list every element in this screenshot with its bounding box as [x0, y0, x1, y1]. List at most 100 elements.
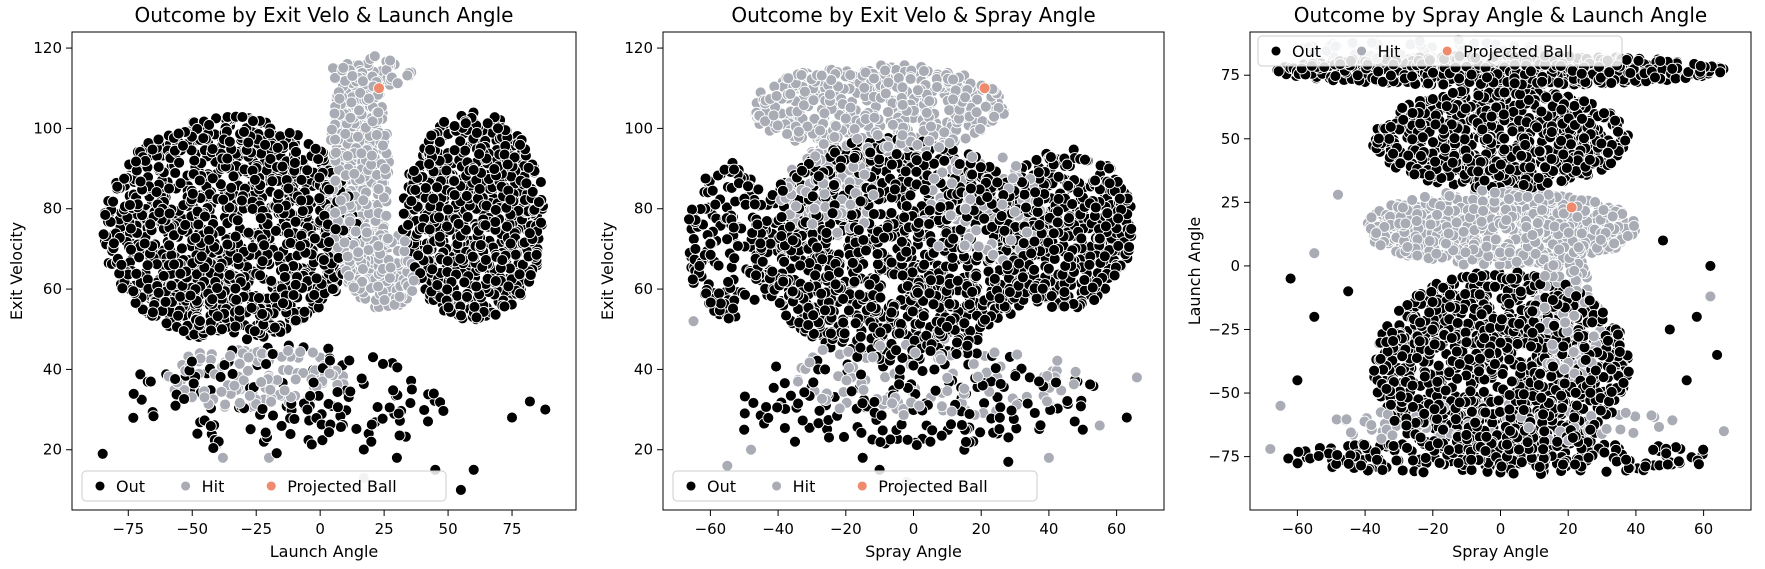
out-point	[993, 423, 1006, 436]
out-point	[322, 342, 335, 355]
out-point	[935, 429, 948, 442]
out-point	[150, 186, 163, 199]
out-point	[245, 301, 258, 314]
out-point	[193, 174, 206, 187]
out-point	[441, 220, 453, 233]
hit-point	[996, 151, 1009, 164]
out-point	[160, 317, 173, 330]
out-point	[387, 384, 400, 397]
projected-ball-point	[373, 82, 385, 95]
hit-point	[344, 111, 357, 124]
out-point	[238, 125, 250, 138]
hit-point	[406, 284, 419, 297]
out-point	[427, 192, 440, 205]
out-point	[254, 269, 267, 282]
out-point	[175, 242, 188, 255]
out-point	[191, 427, 204, 440]
out-point	[172, 309, 185, 322]
out-point	[188, 154, 201, 167]
out-point	[504, 237, 517, 250]
out-point	[448, 120, 461, 133]
hit-point	[356, 75, 369, 88]
out-point	[144, 375, 157, 388]
x-tick-label: −25	[240, 520, 272, 538]
y-tick-label: 100	[33, 119, 62, 137]
out-point	[313, 192, 326, 205]
out-point	[442, 203, 455, 216]
x-axis-label: Spray Angle	[865, 542, 962, 561]
out-point	[317, 254, 330, 267]
out-point	[409, 183, 422, 196]
out-point	[513, 268, 526, 281]
legend-box	[81, 470, 447, 502]
hit-point	[228, 379, 241, 392]
out-point	[307, 376, 320, 389]
out-point	[177, 139, 189, 152]
x-tick-label: 60	[1107, 520, 1126, 538]
hit-point	[391, 77, 404, 90]
y-tick-label: 40	[634, 360, 653, 378]
out-point	[221, 238, 234, 251]
out-point	[530, 248, 543, 261]
out-point	[334, 421, 347, 433]
out-point	[470, 311, 483, 324]
x-axis-label: Launch Angle	[270, 542, 379, 561]
out-point	[514, 287, 527, 300]
legend-marker	[94, 480, 106, 492]
x-tick-label: −50	[176, 520, 208, 538]
out-point	[248, 325, 261, 338]
hit-point	[1130, 371, 1143, 384]
hit-point	[379, 162, 392, 175]
out-point	[96, 447, 109, 460]
out-point	[459, 117, 472, 130]
out-point	[431, 279, 444, 292]
hit-point	[366, 115, 379, 128]
out-point	[355, 372, 368, 385]
out-point	[260, 358, 273, 371]
hit-point	[383, 271, 396, 284]
out-point	[426, 263, 439, 276]
out-point	[256, 307, 269, 320]
out-point	[277, 297, 289, 310]
hit-point	[349, 225, 362, 238]
hit-point	[401, 69, 414, 82]
hit-point	[264, 383, 277, 396]
out-point	[393, 429, 406, 442]
out-point	[479, 253, 492, 266]
y-tick-label: 80	[634, 200, 653, 218]
out-point	[441, 255, 454, 268]
out-point	[189, 231, 202, 244]
out-point	[473, 148, 486, 161]
out-point	[203, 118, 216, 131]
out-point	[813, 404, 826, 417]
out-point	[470, 280, 483, 293]
hit-point	[278, 384, 291, 397]
hit-point	[347, 281, 360, 294]
out-point	[699, 172, 712, 185]
hit-point	[341, 150, 354, 162]
out-point	[467, 463, 480, 476]
out-point	[310, 272, 323, 285]
out-point	[259, 426, 272, 439]
out-point	[177, 325, 190, 338]
out-point	[186, 187, 199, 200]
out-point	[288, 156, 301, 169]
out-point	[448, 144, 461, 157]
out-point	[287, 289, 300, 302]
out-point	[179, 218, 192, 231]
out-point	[265, 274, 278, 287]
out-point	[236, 111, 249, 123]
out-point	[152, 161, 165, 174]
chart-panel-1: Outcome by Exit Velo & Launch AngleLaunc…	[7, 3, 577, 561]
out-point	[392, 407, 405, 420]
y-tick-label: 120	[33, 39, 62, 57]
out-point	[326, 283, 339, 295]
out-point	[163, 239, 176, 252]
out-point	[842, 304, 855, 317]
hit-point	[362, 244, 375, 256]
out-point	[418, 404, 431, 416]
legend-marker	[265, 480, 277, 492]
out-point	[526, 185, 539, 198]
out-point	[437, 404, 450, 417]
out-point	[489, 275, 502, 288]
